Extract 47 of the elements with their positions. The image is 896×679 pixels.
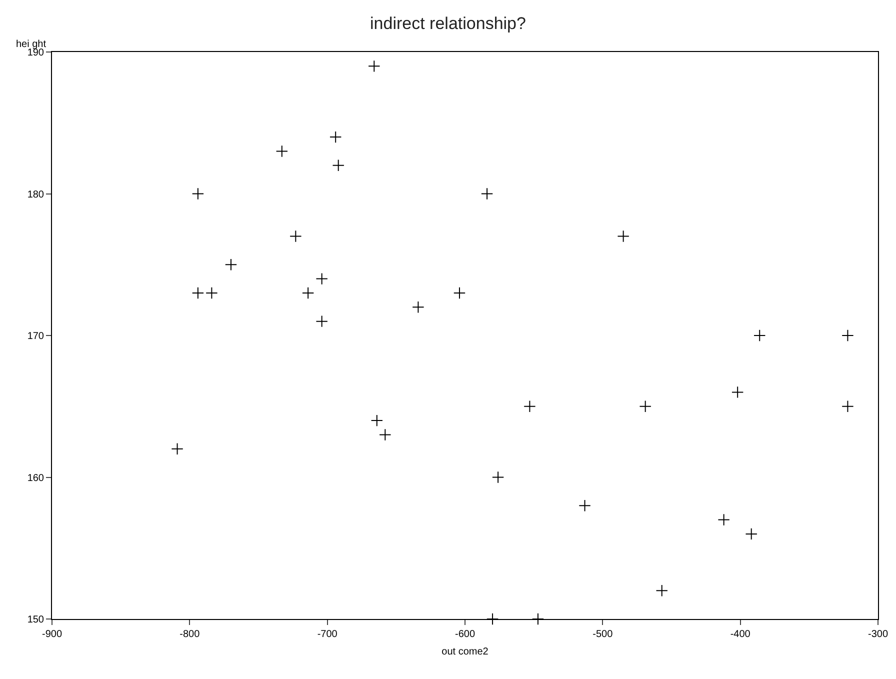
point bbox=[731, 386, 744, 398]
point bbox=[617, 230, 630, 242]
point bbox=[290, 230, 302, 242]
y-tick-label: 190 bbox=[27, 48, 44, 58]
y-tick-label: 160 bbox=[27, 472, 44, 484]
point bbox=[745, 528, 758, 540]
point bbox=[224, 258, 238, 271]
point bbox=[379, 428, 392, 441]
point bbox=[370, 414, 383, 427]
y-tick-label: 170 bbox=[27, 331, 44, 342]
point bbox=[368, 60, 380, 72]
point bbox=[639, 400, 652, 412]
point bbox=[453, 286, 466, 300]
point bbox=[192, 188, 204, 200]
point bbox=[524, 400, 536, 412]
point bbox=[754, 329, 766, 342]
y-tick-label: 180 bbox=[27, 189, 44, 200]
y-axis-title: hei ght bbox=[16, 39, 46, 50]
point bbox=[532, 612, 544, 626]
point bbox=[192, 286, 204, 300]
point bbox=[329, 130, 342, 144]
point bbox=[412, 301, 424, 314]
x-tick-label: -700 bbox=[317, 629, 338, 640]
point bbox=[718, 514, 730, 526]
x-axis-title: out come2 bbox=[442, 646, 489, 658]
point bbox=[276, 145, 288, 158]
point bbox=[492, 471, 504, 484]
point bbox=[486, 612, 499, 626]
point bbox=[656, 584, 668, 597]
chart-title: indirect relationship? bbox=[370, 14, 526, 33]
point bbox=[206, 286, 218, 300]
point bbox=[842, 329, 854, 342]
point bbox=[578, 500, 591, 512]
x-tick-label: -500 bbox=[592, 629, 614, 640]
x-tick-label: -900 bbox=[42, 629, 62, 640]
point bbox=[842, 400, 854, 412]
point bbox=[332, 159, 344, 172]
x-tick-label: -800 bbox=[180, 629, 200, 640]
x-tick-label: -300 bbox=[868, 629, 888, 640]
point bbox=[480, 188, 494, 200]
x-tick-label: -400 bbox=[730, 629, 751, 640]
y-tick-label: 150 bbox=[27, 614, 44, 626]
point bbox=[316, 315, 328, 328]
point bbox=[171, 442, 184, 455]
point bbox=[302, 286, 314, 300]
point bbox=[316, 272, 328, 285]
x-tick-label: -600 bbox=[454, 629, 476, 640]
